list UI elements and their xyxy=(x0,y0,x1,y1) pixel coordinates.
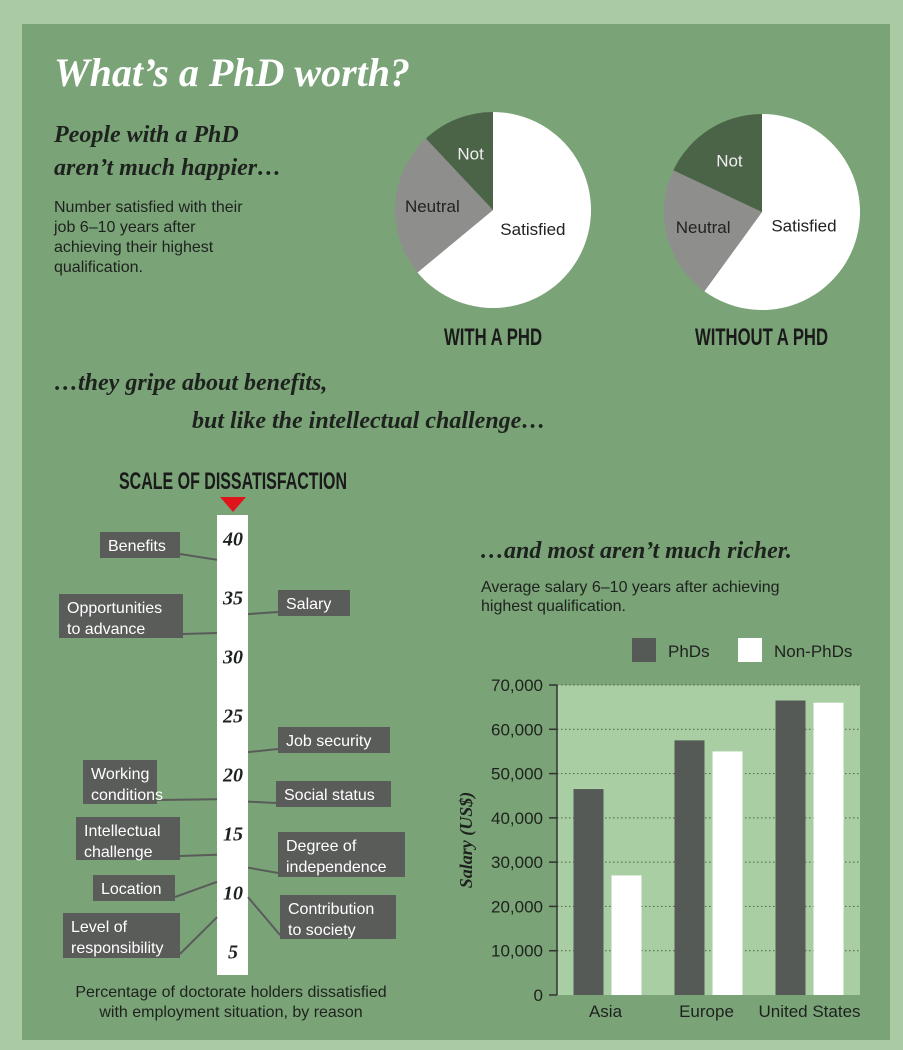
label-box xyxy=(63,913,180,958)
heading: aren’t much happier… xyxy=(54,155,281,181)
bar xyxy=(712,751,743,995)
connector xyxy=(174,880,218,898)
legend-label: Non-PhDs xyxy=(774,642,852,661)
pointer xyxy=(220,497,246,512)
connector xyxy=(179,853,218,857)
caption: with employment situation, by reason xyxy=(98,1004,362,1021)
scale-bar xyxy=(217,515,248,975)
y-tick-label: 70,000 xyxy=(491,676,543,695)
category-label: Working conditions xyxy=(91,766,163,804)
y-tick-label: 20,000 xyxy=(491,897,543,916)
category-label: Contribution to society xyxy=(288,901,379,939)
subtitle: highest qualification. xyxy=(481,598,626,615)
category-label: Level of responsibility xyxy=(71,919,163,957)
x-tick-label: Asia xyxy=(589,1002,623,1021)
scale-title: SCALE OF DISSATISFACTION xyxy=(119,468,347,495)
y-tick-label: 40,000 xyxy=(491,809,543,828)
pie-slice xyxy=(417,112,591,308)
pie-slice xyxy=(664,170,762,292)
legend-swatch xyxy=(738,638,762,662)
label-box xyxy=(100,532,180,558)
pie-title: WITH A PHD xyxy=(444,324,542,351)
subtitle: Number satisfied with their xyxy=(54,199,243,216)
category-label: Social status xyxy=(284,787,375,804)
y-axis-label: Salary (US$) xyxy=(456,792,477,889)
page-title: What’s a PhD worth? xyxy=(54,50,410,95)
label-box xyxy=(83,760,157,804)
scale-tick-label: 40 xyxy=(222,529,243,551)
subtitle: achieving their highest xyxy=(54,239,214,256)
bar xyxy=(775,700,806,995)
connector xyxy=(247,748,279,754)
y-tick-label: 30,000 xyxy=(491,853,543,872)
y-tick-label: 0 xyxy=(534,986,543,1005)
slice-label: Not xyxy=(716,152,743,171)
label-box xyxy=(280,895,396,939)
subtitle: Average salary 6–10 years after achievin… xyxy=(481,579,780,596)
bar xyxy=(813,702,844,995)
scale-tick-label: 20 xyxy=(222,764,243,786)
legend-label: PhDs xyxy=(668,642,710,661)
scale-tick-label: 35 xyxy=(222,588,243,610)
category-label: Intellectual challenge xyxy=(84,823,165,861)
pie-slice xyxy=(673,114,762,212)
heading: …they gripe about benefits, xyxy=(54,370,327,396)
heading: but like the intellectual challenge… xyxy=(192,408,545,434)
subtitle: qualification. xyxy=(54,259,143,276)
subtitle: job 6–10 years after xyxy=(53,219,196,236)
pie-slice xyxy=(704,114,860,310)
scale-tick-label: 25 xyxy=(222,706,243,728)
x-tick-label: United States xyxy=(758,1002,860,1021)
slice-label: Neutral xyxy=(676,218,731,237)
label-box xyxy=(76,817,180,860)
connector xyxy=(156,798,218,801)
slice-label: Not xyxy=(457,145,484,164)
connector xyxy=(247,800,277,804)
scale-tick-label: 30 xyxy=(222,647,243,669)
connector xyxy=(247,866,279,874)
slice-label: Satisfied xyxy=(500,220,565,239)
y-tick-label: 10,000 xyxy=(491,942,543,961)
bar xyxy=(674,740,705,995)
heading: …and most aren’t much richer. xyxy=(480,538,792,564)
label-box xyxy=(276,781,391,807)
label-box xyxy=(59,594,183,638)
connector xyxy=(247,611,279,616)
scale-tick-label: 5 xyxy=(228,941,238,963)
scale-tick-label: 10 xyxy=(223,882,243,904)
category-label: Benefits xyxy=(108,538,166,555)
slice-label: Neutral xyxy=(405,197,460,216)
pie-slice xyxy=(425,111,493,210)
connector xyxy=(182,631,218,635)
category-label: Degree of independence xyxy=(286,838,387,876)
category-label: Salary xyxy=(286,596,331,613)
heading: People with a PhD xyxy=(53,122,239,148)
bar xyxy=(611,875,642,995)
plot-area xyxy=(557,685,860,995)
pie-title: WITHOUT A PHD xyxy=(695,324,828,351)
connector xyxy=(179,553,218,561)
slice-label: Satisfied xyxy=(771,217,836,236)
caption: Percentage of doctorate holders dissatis… xyxy=(75,984,386,1001)
category-label: Opportunities to advance xyxy=(67,600,167,638)
y-tick-label: 60,000 xyxy=(491,720,543,739)
scale-tick-label: 15 xyxy=(223,823,243,845)
label-box xyxy=(278,832,405,877)
pie-slice xyxy=(395,138,493,273)
legend-swatch xyxy=(632,638,656,662)
connector xyxy=(179,916,218,955)
y-tick-label: 50,000 xyxy=(491,765,543,784)
bar xyxy=(573,789,604,995)
category-label: Location xyxy=(101,881,162,898)
x-tick-label: Europe xyxy=(679,1002,734,1021)
label-box xyxy=(278,590,350,616)
connector xyxy=(247,896,281,936)
label-box xyxy=(93,875,175,901)
category-label: Job security xyxy=(286,733,371,750)
label-box xyxy=(278,727,390,753)
